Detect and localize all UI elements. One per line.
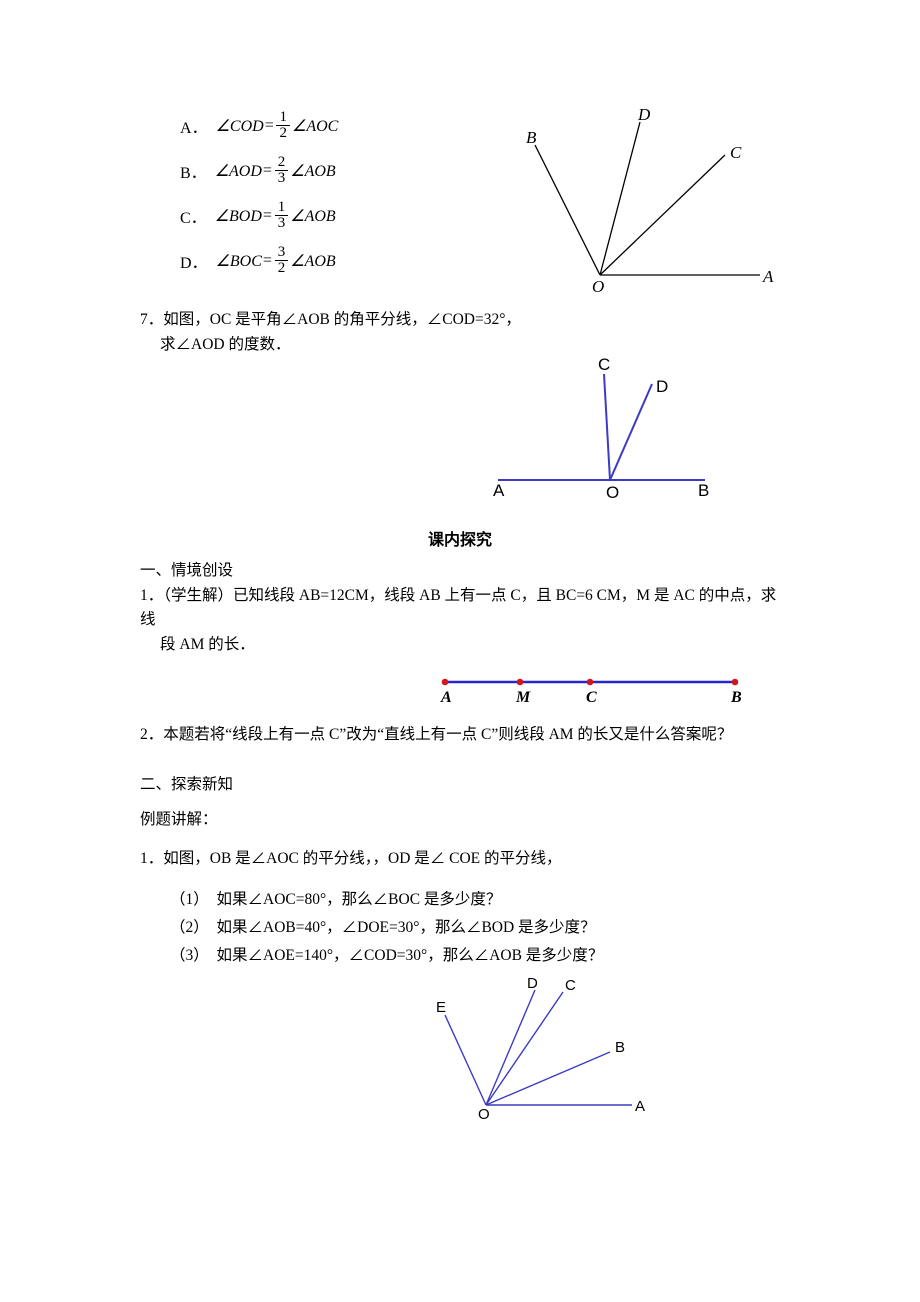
option-D-label: D． [180,249,208,273]
example-1-intro: 1．如图，OB 是∠AOC 的平分线，，OD 是∠ COE 的平分线， [140,847,780,872]
option-B: B． ∠AOD = 23 ∠AOB [180,155,520,186]
svg-text:D: D [656,377,668,396]
example-figure-container: ABCDEO [140,977,780,1117]
figure-7-container: AOBCD [140,362,780,502]
svg-text:A: A [440,689,452,706]
figure-6: ACDBO [520,110,780,290]
sub-title-1: 一、情境创设 [140,558,780,580]
s1-q1-line1: 1．（学生解）已知线段 AB=12CM，线段 AB 上有一点 C，且 BC=6 … [140,584,780,634]
svg-text:C: C [586,689,597,706]
example-heading: 例题讲解： [140,808,780,833]
figure-7-svg: AOBCD [480,362,720,502]
svg-text:B: B [698,481,709,500]
svg-text:B: B [615,1039,625,1056]
svg-text:O: O [606,483,619,502]
svg-text:A: A [635,1098,645,1115]
s1-q1-line2: 段 AM 的长． [140,633,780,658]
option-D: D． ∠BOC = 32 ∠AOB [180,245,520,276]
sub-title-2: 二、探索新知 [140,772,780,794]
svg-text:C: C [598,355,610,374]
example-1-sub-1: （1） 如果∠AOC=80°，那么∠BOC 是多少度？ [140,887,780,909]
option-A-label: A． [180,114,208,138]
option-C-label: C． [180,204,207,228]
option-A-rhs: ∠AOC [292,116,338,136]
svg-text:B: B [730,689,742,706]
svg-text:B: B [526,128,537,147]
svg-text:E: E [436,999,446,1016]
example-1-sub-3: （3） 如果∠AOE=140°，∠COD=30°，那么∠AOB 是多少度？ [140,943,780,965]
svg-text:O: O [592,277,604,296]
svg-text:D: D [637,105,651,124]
s1-q2-line: 2．本题若将“线段上有一点 C”改为“直线上有一点 C”则线段 AM 的长又是什… [140,723,780,748]
svg-text:D: D [527,975,538,992]
line-segment-figure: AMCB [430,668,780,713]
section-title: 课内探究 [140,526,780,550]
svg-text:O: O [478,1106,490,1123]
question-6-options-and-figure: A． ∠COD = 12 ∠AOC B． ∠AOD = 23 ∠AOB C． ∠… [140,110,780,290]
options-list: A． ∠COD = 12 ∠AOC B． ∠AOD = 23 ∠AOB C． ∠… [140,110,520,290]
svg-text:A: A [493,481,505,500]
svg-text:C: C [565,977,576,994]
example-1-sub-2: （2） 如果∠AOB=40°，∠DOE=30°，那么∠BOD 是多少度？ [140,915,780,937]
option-B-label: B． [180,159,207,183]
question-7-line1: 7．如图，OC 是平角∠AOB 的角平分线，∠COD=32°， [140,308,780,333]
option-A: A． ∠COD = 12 ∠AOC [180,110,520,141]
option-C: C． ∠BOD = 13 ∠AOB [180,200,520,231]
svg-text:A: A [762,267,774,286]
question-7-line2: 求∠AOD 的度数． [140,333,780,358]
option-A-lhs: ∠COD [216,116,264,136]
figure-6-svg: ACDBO [520,110,780,290]
line-segment-svg: AMCB [430,668,760,708]
svg-text:C: C [730,143,742,162]
example-figure-svg: ABCDEO [430,977,650,1117]
svg-text:M: M [515,689,531,706]
